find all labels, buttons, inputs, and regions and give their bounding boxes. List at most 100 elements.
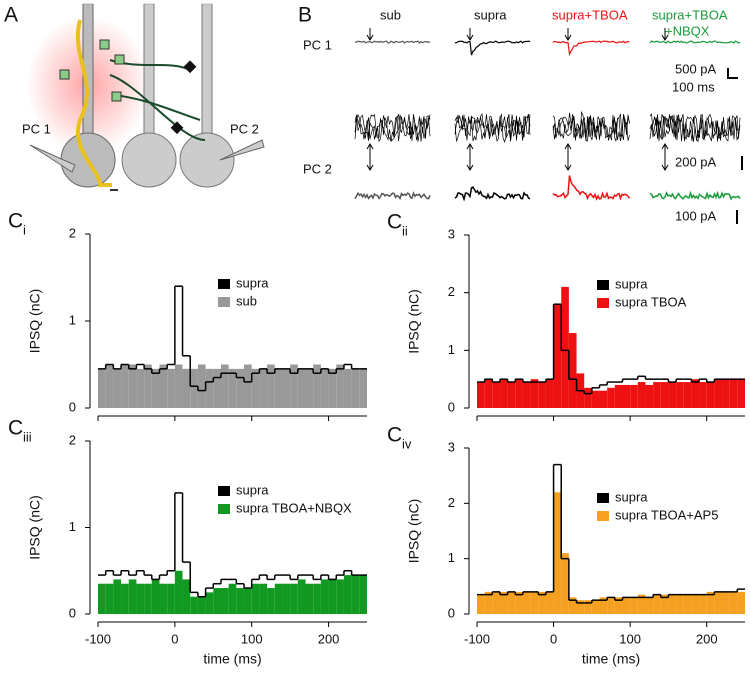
y-tick-label: 2 [69, 225, 76, 240]
trace [552, 175, 631, 201]
y-tick-label: 1 [69, 519, 76, 534]
bar [614, 597, 623, 614]
condition-label: +NBQX [665, 23, 710, 38]
y-axis-label: IPSQ (nC) [406, 499, 422, 564]
bar [121, 364, 129, 408]
bar [320, 579, 329, 614]
trace [354, 114, 431, 142]
legend-swatch [597, 280, 609, 290]
trace [649, 114, 741, 143]
bar [706, 591, 715, 614]
arrow [661, 143, 669, 171]
x-tick-label: 200 [318, 631, 340, 646]
bar [645, 384, 654, 408]
bar [136, 368, 145, 408]
bar [244, 588, 252, 614]
bar [599, 390, 608, 408]
bar [522, 591, 531, 614]
scale-bars [727, 68, 743, 224]
y-tick-label: 3 [448, 226, 455, 241]
bar [274, 368, 283, 408]
x-axis-label: time (ms) [203, 651, 261, 667]
y-axis-label: IPSQ (nC) [406, 289, 422, 354]
bar [568, 597, 577, 614]
panel-label: C [8, 417, 23, 440]
panel-label: C [387, 424, 402, 447]
bar [151, 368, 160, 408]
trace [354, 40, 431, 44]
bar [228, 368, 237, 408]
trace [649, 40, 741, 44]
x-tick-label: 0 [550, 631, 557, 646]
bar [305, 583, 314, 614]
trace [354, 191, 431, 201]
bar [267, 588, 275, 614]
legend-swatch [218, 504, 230, 514]
bar [530, 379, 539, 408]
x-tick-label: 100 [241, 631, 263, 646]
bar [683, 594, 692, 614]
bar [174, 570, 183, 614]
bar [614, 384, 623, 408]
bar [205, 368, 214, 408]
bar [660, 382, 669, 408]
y-tick-label: 0 [448, 399, 455, 414]
legend-label: supra TBOA+AP5 [615, 507, 718, 522]
bar [622, 384, 631, 408]
legend-label: supra [615, 276, 648, 291]
bar [328, 579, 337, 614]
bar [336, 364, 344, 408]
bar [182, 368, 191, 408]
bar [676, 594, 684, 614]
cell-label: PC 2 [230, 121, 259, 136]
bar [499, 591, 508, 614]
panel-label-sub: i [23, 222, 26, 237]
bar [259, 368, 268, 408]
y-tick-label: 2 [448, 495, 455, 510]
arrow [466, 143, 474, 171]
scale-label: 200 pA [675, 154, 717, 169]
bar [159, 583, 168, 614]
trace [454, 114, 531, 142]
bar [522, 382, 531, 408]
bar [668, 382, 677, 408]
panel-label: B [298, 4, 312, 27]
bar [105, 583, 114, 614]
bar [190, 596, 198, 614]
bar [121, 583, 129, 614]
bar [290, 583, 298, 614]
bar [244, 364, 252, 408]
y-tick-label: 0 [69, 399, 76, 414]
bar [213, 588, 221, 614]
trace [454, 186, 531, 202]
bar [630, 384, 638, 408]
arrow [466, 28, 474, 41]
trace [649, 114, 741, 142]
bar [553, 304, 562, 408]
bar [113, 368, 122, 408]
y-tick-label: 1 [69, 312, 76, 327]
bar [584, 600, 592, 614]
bar [259, 583, 268, 614]
bar [637, 594, 646, 614]
bar [328, 368, 337, 408]
bar [343, 575, 352, 614]
bar [691, 594, 700, 614]
bar [351, 368, 360, 408]
condition-label: sub [380, 7, 401, 22]
bar [607, 387, 615, 408]
y-tick-label: 1 [448, 342, 455, 357]
bar [182, 579, 191, 614]
bar [128, 364, 137, 408]
condition-label: supra+TBOA [652, 7, 728, 22]
legend-label: supra [236, 275, 269, 290]
x-axis-label: time (ms) [582, 651, 640, 667]
arrow [661, 28, 669, 41]
bar [98, 368, 106, 408]
bar [729, 591, 738, 614]
bar [477, 382, 485, 408]
bar [653, 382, 661, 408]
bar [320, 368, 329, 408]
bar [591, 600, 600, 614]
